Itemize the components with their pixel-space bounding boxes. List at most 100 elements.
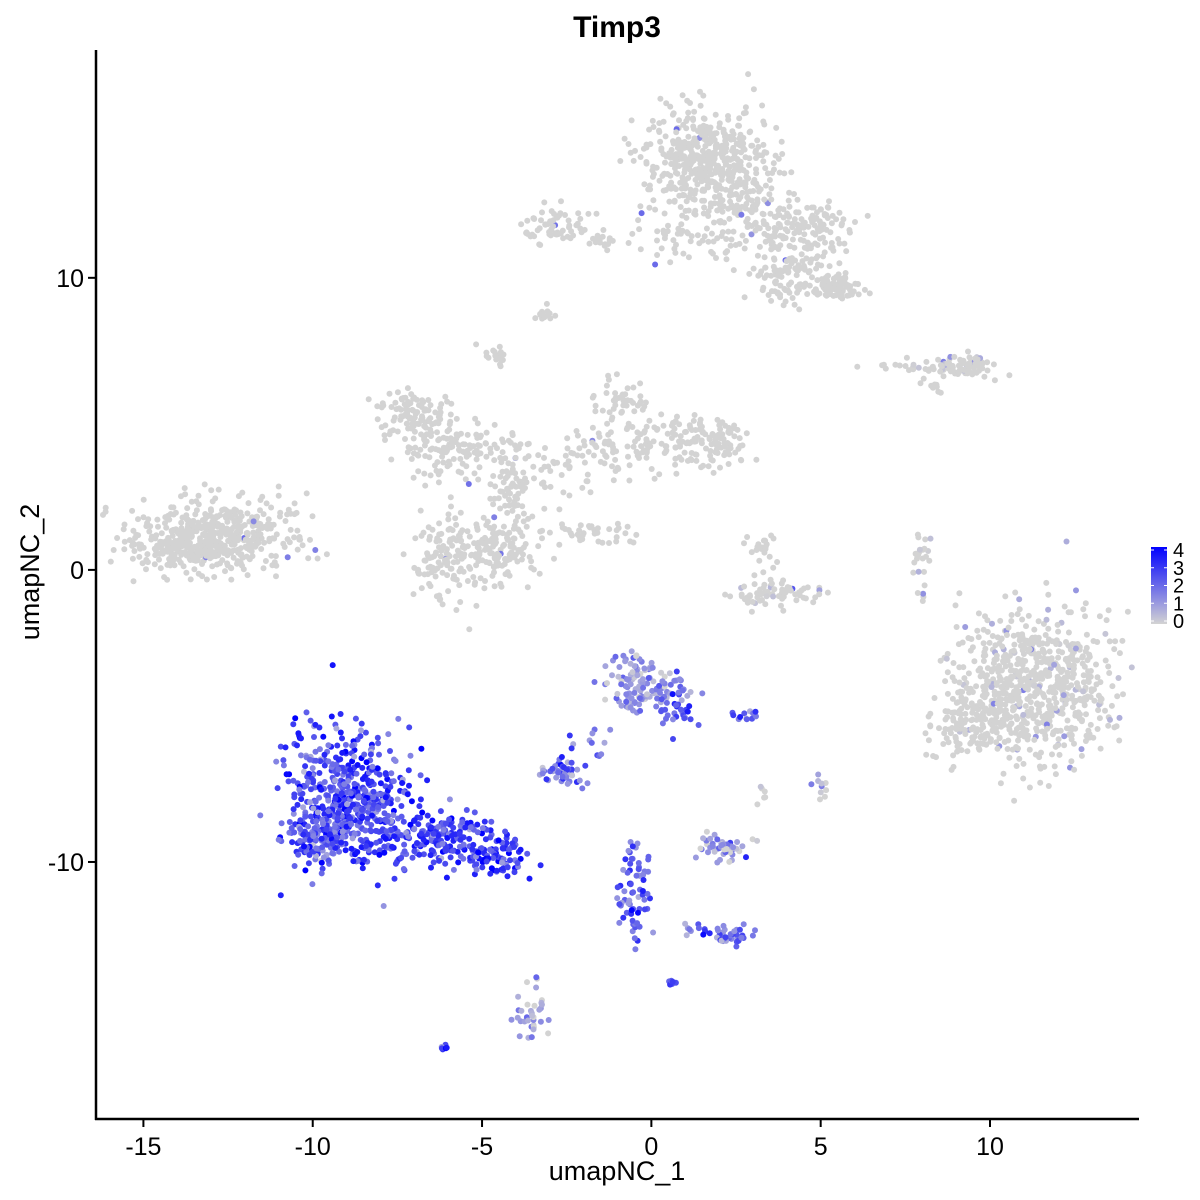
data-point [378,404,385,411]
data-point [454,547,461,554]
data-point [342,741,349,748]
data-point [280,540,287,547]
data-point [456,843,463,850]
data-point [836,260,843,267]
data-point [437,409,444,416]
data-point [404,385,411,392]
data-point [505,536,512,543]
data-point [158,539,165,545]
data-point [1031,682,1037,689]
data-point [707,166,714,172]
data-point [407,445,414,452]
data-point [457,565,464,572]
data-point [574,766,581,773]
data-point [260,565,267,572]
data-point [974,726,981,733]
data-point [499,488,506,495]
data-point [1057,666,1064,673]
data-point [447,411,454,418]
data-point [961,675,968,682]
data-point [576,445,583,452]
data-point [574,432,581,439]
data-point [967,647,974,654]
data-point [129,540,136,546]
data-point [657,689,663,696]
data-point [1096,613,1103,620]
data-point [168,527,175,534]
data-point [1119,637,1126,644]
data-point [291,863,298,869]
data-point [635,866,642,873]
data-point [334,834,340,841]
data-point [400,551,407,558]
data-point [475,849,482,856]
data-point [671,677,678,684]
data-point [798,251,805,258]
data-point [440,459,447,466]
data-point [1026,746,1033,753]
data-point [671,184,677,191]
data-point [646,126,653,133]
data-point [707,835,714,842]
data-point [430,859,437,866]
data-point [339,828,346,835]
data-point [158,530,165,537]
data-point [660,118,667,125]
data-point [1116,714,1123,721]
data-point [818,780,825,787]
data-point [321,751,328,758]
data-point [539,527,546,534]
data-point [780,214,787,221]
data-point [1061,733,1068,740]
data-point [449,542,456,549]
data-point [629,917,636,924]
data-point [953,699,960,706]
data-point [649,117,656,124]
data-point [549,765,556,772]
data-point [637,380,644,387]
data-point [586,524,593,531]
data-point [636,695,643,702]
data-point [1002,701,1009,708]
data-point [349,758,356,765]
data-point [410,407,417,414]
data-point [680,250,687,257]
data-point [944,690,951,697]
data-point [303,490,310,497]
data-point [1103,617,1110,624]
data-point [514,1014,521,1021]
data-point [456,831,463,837]
data-point [464,578,471,584]
data-point [487,550,494,557]
data-point [440,826,447,833]
data-point [169,532,176,539]
data-point [962,624,969,630]
data-point [208,508,215,514]
data-point [355,793,362,800]
data-point [917,380,924,387]
data-point [1109,683,1116,690]
data-point [630,157,637,164]
data-point [656,177,663,184]
data-point [746,270,753,277]
data-point [643,454,650,461]
data-point [713,436,719,442]
data-point [926,557,933,564]
data-point [638,443,645,450]
data-point [980,640,987,647]
data-point [757,271,764,278]
data-point [502,828,509,835]
data-point [771,166,777,173]
data-point [517,855,524,862]
data-point [473,866,480,873]
data-point [603,390,610,396]
data-point [541,463,548,470]
data-point [672,160,679,167]
data-point [535,452,542,459]
data-point [237,545,244,552]
data-point [367,827,374,834]
data-point [504,873,511,880]
data-point [618,681,625,688]
data-point [603,453,610,460]
data-point [474,420,481,427]
